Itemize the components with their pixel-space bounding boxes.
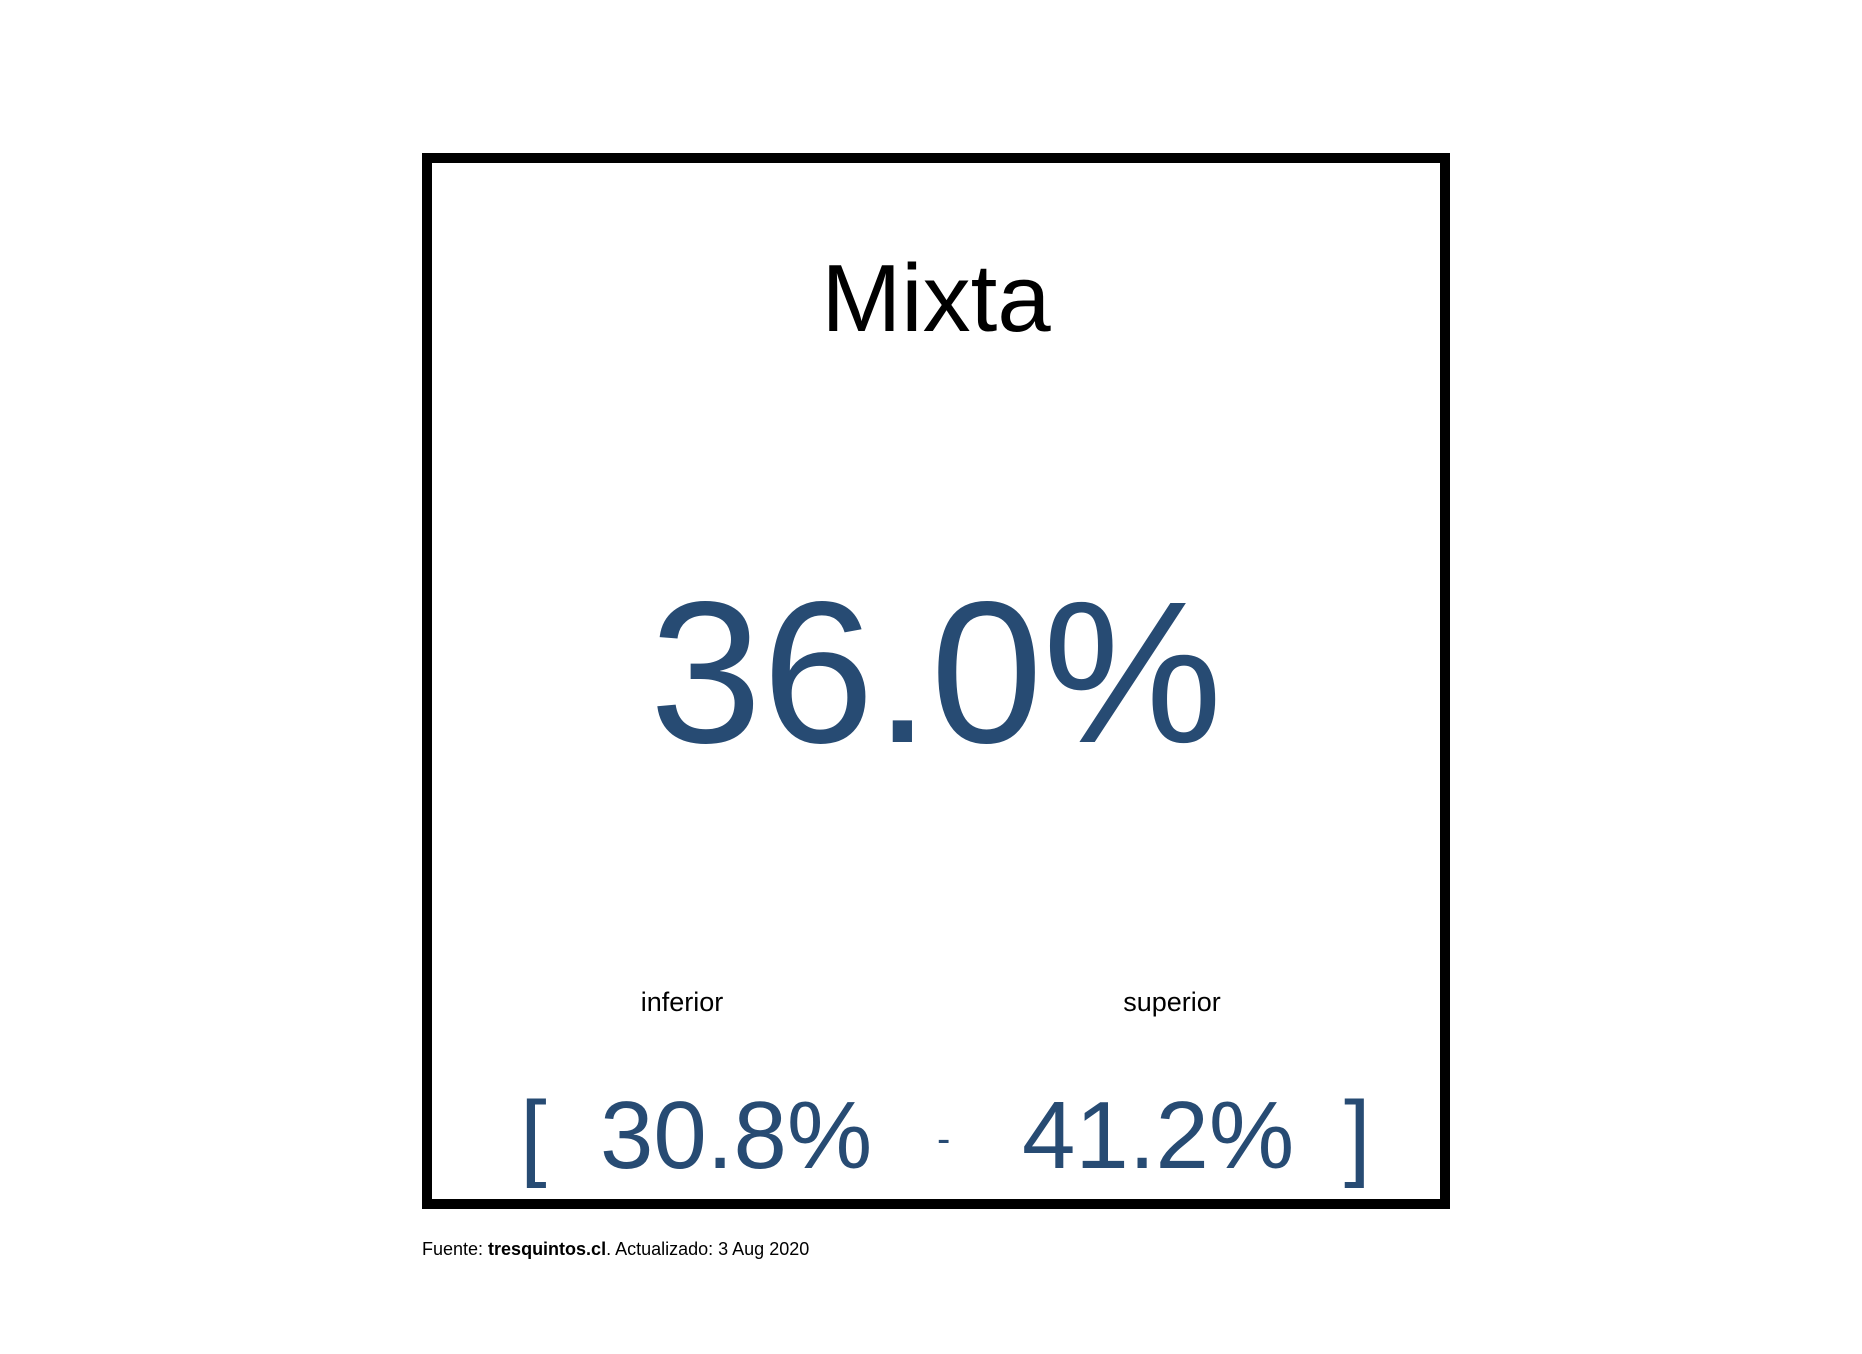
source-name: tresquintos.cl — [488, 1239, 607, 1259]
source-prefix: Fuente: — [422, 1239, 489, 1259]
range-open-bracket: [ — [520, 1082, 547, 1189]
estimate-card: Mixta 36.0% inferior superior [ 30.8% - … — [422, 153, 1450, 1209]
range-separator: - — [937, 1117, 951, 1161]
range-close-bracket: ] — [1344, 1082, 1371, 1189]
upper-bound-label: superior — [1123, 987, 1221, 1017]
main-estimate-value: 36.0% — [649, 559, 1223, 785]
card-title: Mixta — [821, 245, 1051, 352]
upper-bound-value: 41.2% — [1022, 1082, 1295, 1189]
lower-bound-label: inferior — [640, 987, 724, 1017]
updated-text: . Actualizado: 3 Aug 2020 — [606, 1239, 810, 1259]
lower-bound-value: 30.8% — [600, 1082, 873, 1189]
source-footer: Fuente: tresquintos.cl. Actualizado: 3 A… — [422, 1240, 809, 1258]
